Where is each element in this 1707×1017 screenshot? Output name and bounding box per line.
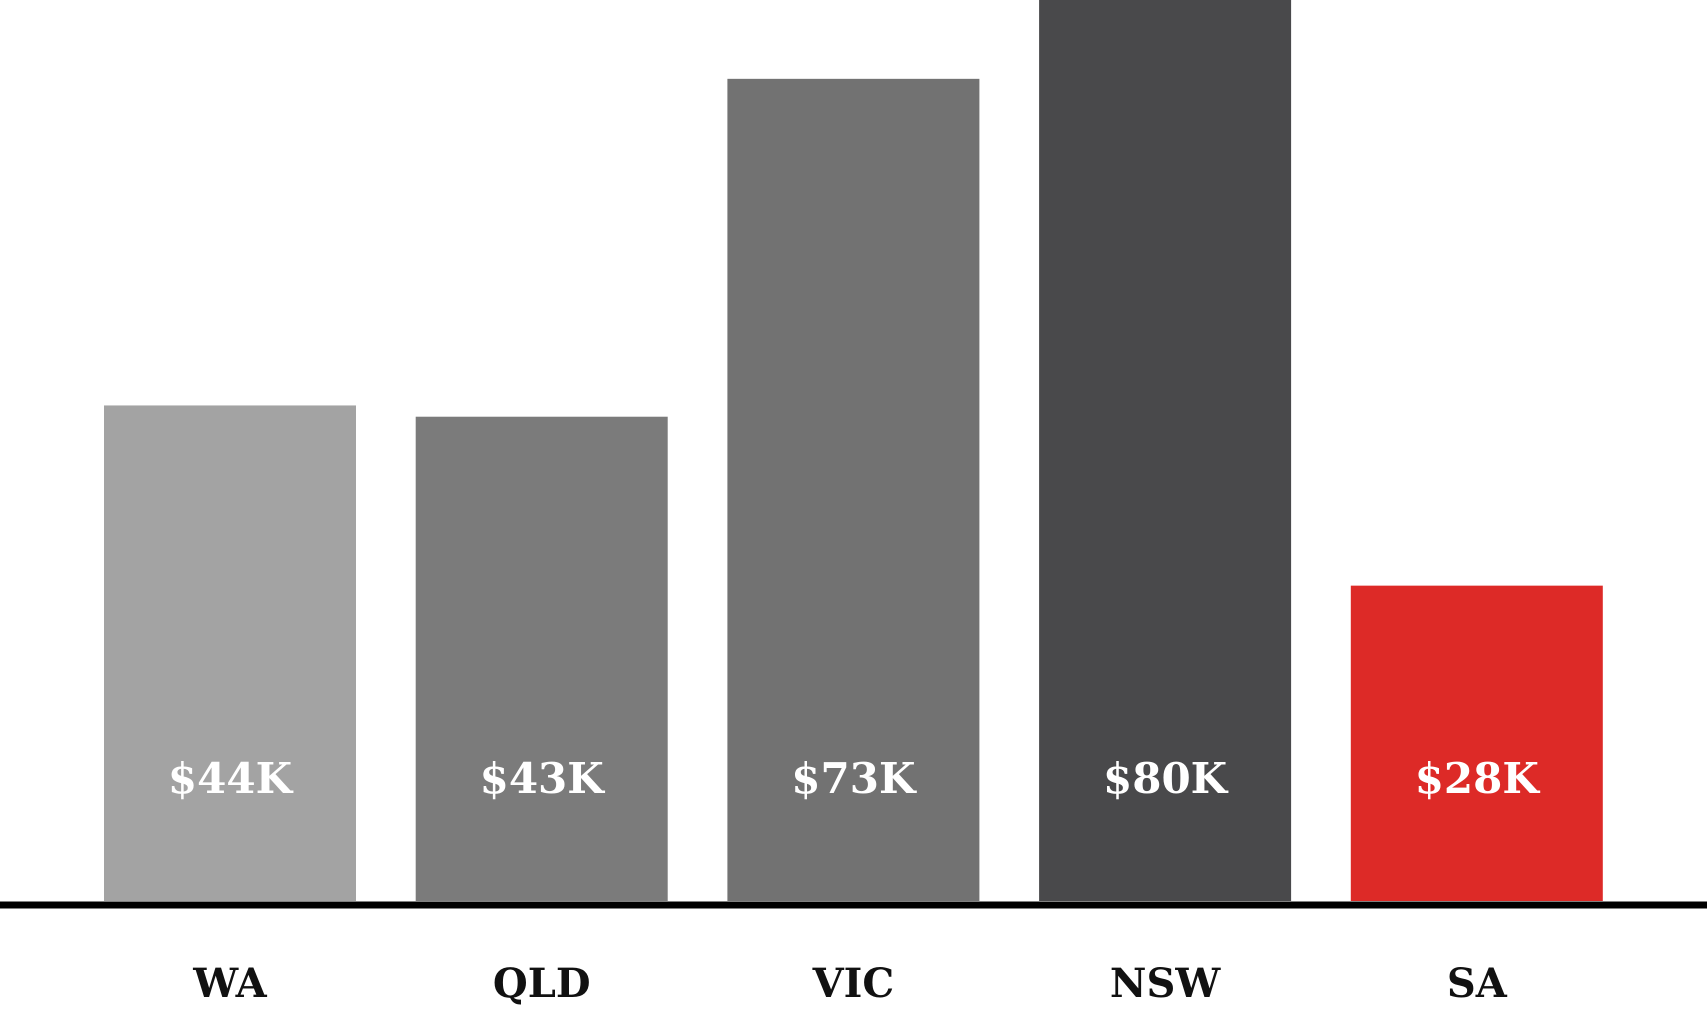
value-label: $28K xyxy=(1415,754,1541,803)
value-label: $44K xyxy=(168,754,294,803)
bar xyxy=(727,78,980,901)
category-label: WA xyxy=(192,960,267,1007)
value-label: $73K xyxy=(791,754,917,803)
bar xyxy=(104,405,356,901)
bar xyxy=(415,416,668,901)
bar xyxy=(1039,0,1292,901)
category-label: SA xyxy=(1447,960,1508,1007)
bar xyxy=(1350,585,1603,901)
value-label: $43K xyxy=(480,754,606,803)
value-label: $80K xyxy=(1103,754,1229,803)
category-label: NSW xyxy=(1110,960,1221,1007)
category-label: QLD xyxy=(493,960,591,1007)
category-label: VIC xyxy=(812,960,895,1007)
